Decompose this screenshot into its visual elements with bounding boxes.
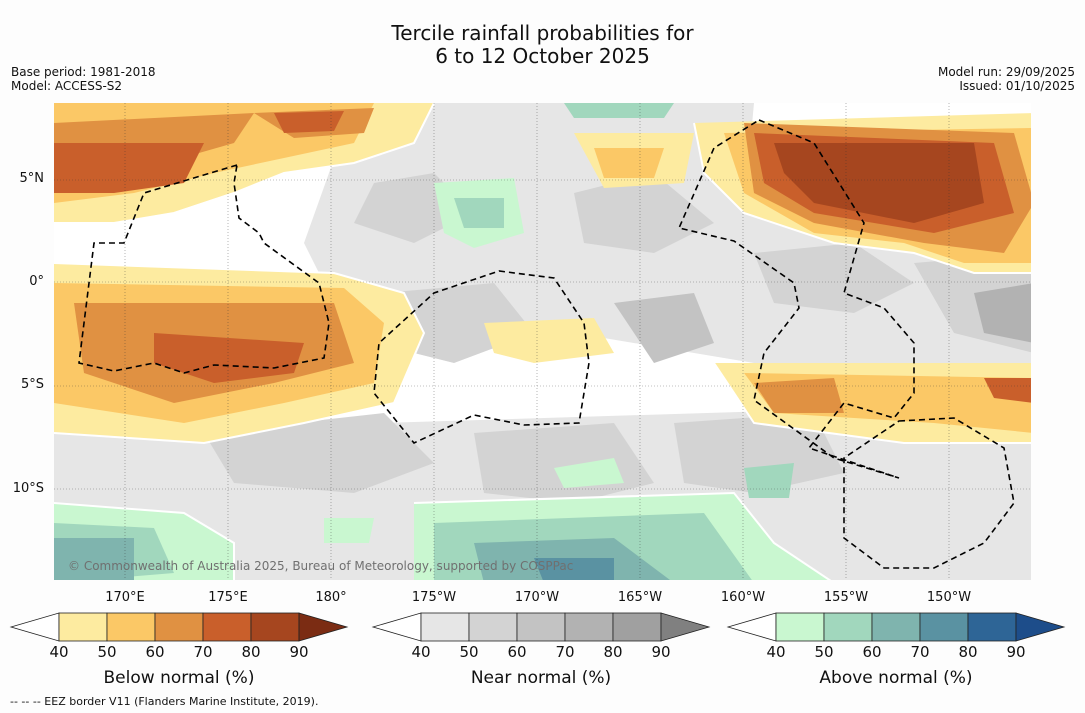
near-colorbar-segment (468, 612, 518, 642)
probability-contours (54, 103, 1031, 580)
lat-label-5n: 5°N (19, 171, 45, 186)
above-tick: 90 (1006, 643, 1026, 661)
below-tick: 60 (145, 643, 165, 661)
lat-label-0: 0° (29, 274, 44, 289)
near-tick: 40 (411, 643, 431, 661)
below-tick: 90 (289, 643, 309, 661)
above-colorbar-segment (871, 612, 921, 642)
near-tick: 80 (603, 643, 623, 661)
lon-label-175w: 175°W (411, 590, 457, 605)
lon-label-165w: 165°W (617, 590, 663, 605)
below-colorbar-segment (106, 612, 156, 642)
meta-left: Base period: 1981-2018 Model: ACCESS-S2 (11, 65, 156, 93)
lon-label-170e: 170°E (105, 590, 145, 605)
lat-label-5s: 5°S (20, 377, 44, 392)
below-tick: 50 (97, 643, 117, 661)
near-colorbar-min-arrow (371, 612, 422, 642)
eez-borders (78, 119, 1015, 569)
above-tick: 60 (862, 643, 882, 661)
title-line-2: 6 to 12 October 2025 (435, 44, 650, 68)
map-gridlines (54, 103, 1031, 580)
above-normal-region-north (434, 103, 674, 248)
above-tick: 70 (910, 643, 930, 661)
above-colorbar-min-arrow (726, 612, 777, 642)
near-colorbar-segment (516, 612, 566, 642)
below-normal-label: Below normal (%) (103, 668, 255, 688)
colorbar-below-normal (9, 612, 349, 642)
below-colorbar-segment (154, 612, 204, 642)
lon-label-180: 180° (315, 590, 347, 605)
rainfall-map: © Commonwealth of Australia 2025, Bureau… (54, 103, 1031, 580)
near-colorbar-segment (564, 612, 614, 642)
issued-date: Issued: 01/10/2025 (959, 79, 1075, 93)
lon-label-160w: 160°W (720, 590, 766, 605)
near-colorbar-segment (612, 612, 662, 642)
near-tick: 60 (507, 643, 527, 661)
near-normal-label: Near normal (%) (470, 668, 612, 688)
above-colorbar-segment (823, 612, 873, 642)
below-normal-region-southwest (54, 133, 694, 443)
lon-label-155w: 155°W (823, 590, 869, 605)
above-tick: 50 (814, 643, 834, 661)
eez-footnote: -- -- -- EEZ border V11 (Flanders Marine… (10, 695, 319, 708)
meta-right: Model run: 29/09/2025 Issued: 01/10/2025 (938, 65, 1075, 93)
near-tick: 50 (459, 643, 479, 661)
below-colorbar-segment (58, 612, 108, 642)
colorbar-above-normal (726, 612, 1066, 642)
above-normal-region-south (54, 458, 830, 580)
copyright-text: © Commonwealth of Australia 2025, Bureau… (68, 559, 573, 573)
near-colorbar-segment (420, 612, 470, 642)
lon-label-175e: 175°E (208, 590, 248, 605)
below-tick: 80 (241, 643, 261, 661)
chart-title: Tercile rainfall probabilities for 6 to … (0, 22, 1085, 68)
model-run: Model run: 29/09/2025 (937, 65, 1075, 79)
near-tick: 90 (651, 643, 671, 661)
colorbars (9, 612, 1066, 642)
near-tick: 70 (555, 643, 575, 661)
above-tick: 40 (766, 643, 786, 661)
lon-label-170w: 170°W (514, 590, 560, 605)
below-tick: 40 (49, 643, 69, 661)
below-tick: 70 (193, 643, 213, 661)
above-tick: 80 (958, 643, 978, 661)
below-normal-region-west (54, 103, 434, 223)
base-period: Base period: 1981-2018 (11, 65, 156, 79)
above-normal-label: Above normal (%) (819, 668, 973, 688)
above-colorbar-max-arrow (1015, 612, 1066, 642)
above-colorbar-segment (967, 612, 1017, 642)
title-line-1: Tercile rainfall probabilities for (391, 21, 694, 45)
model-name: Model: ACCESS-S2 (11, 79, 123, 93)
below-colorbar-max-arrow (298, 612, 349, 642)
above-colorbar-segment (919, 612, 969, 642)
near-colorbar-max-arrow (660, 612, 711, 642)
below-colorbar-min-arrow (9, 612, 60, 642)
below-colorbar-segment (202, 612, 252, 642)
colorbar-near-normal (371, 612, 711, 642)
lon-label-150w: 150°W (926, 590, 972, 605)
below-colorbar-segment (250, 612, 300, 642)
above-colorbar-segment (775, 612, 825, 642)
lat-label-10s: 10°S (12, 481, 44, 496)
